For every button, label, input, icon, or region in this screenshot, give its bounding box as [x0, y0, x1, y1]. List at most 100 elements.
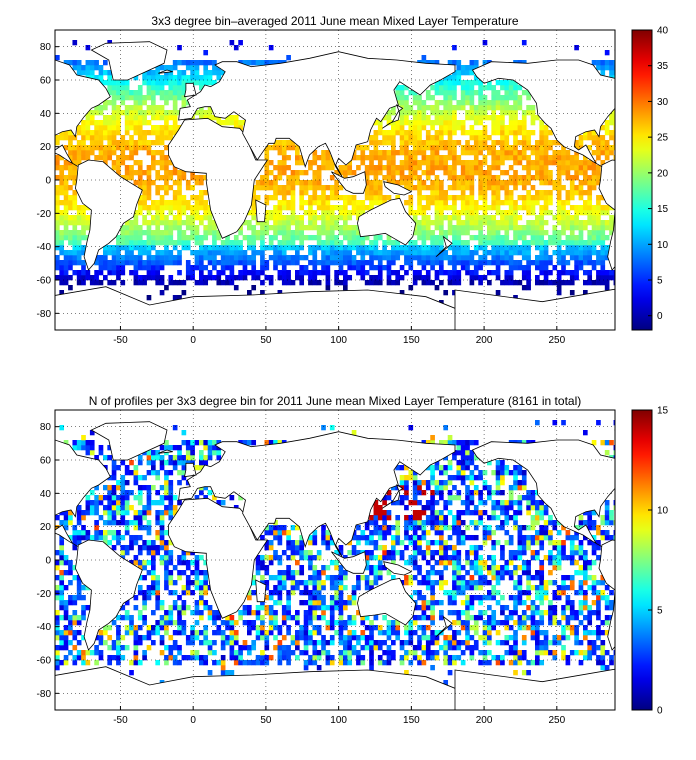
data-cell: [565, 235, 571, 241]
data-cell: [68, 595, 73, 601]
data-cell: [434, 105, 440, 111]
data-cell: [129, 175, 134, 181]
data-cell: [565, 270, 571, 276]
data-cell: [364, 145, 370, 151]
data-cell: [447, 220, 453, 226]
data-cell: [513, 215, 518, 221]
data-cell: [133, 75, 139, 81]
data-cell: [439, 225, 444, 231]
data-cell: [85, 270, 91, 276]
data-cell: [120, 235, 126, 241]
data-cell: [273, 250, 278, 256]
data-cell: [63, 585, 69, 591]
data-cell: [286, 270, 291, 276]
data-cell: [133, 100, 139, 106]
data-cell: [412, 275, 418, 281]
data-cell: [417, 160, 422, 166]
data-cell: [377, 565, 383, 571]
data-cell: [443, 235, 449, 241]
data-cell: [526, 220, 531, 226]
data-cell: [469, 185, 475, 191]
data-cell: [382, 545, 387, 551]
data-cell: [172, 425, 178, 431]
data-cell: [569, 280, 575, 286]
data-cell: [343, 600, 348, 606]
data-cell: [225, 280, 230, 286]
data-cell: [129, 140, 134, 146]
data-cell: [116, 255, 121, 261]
data-cell: [565, 195, 571, 201]
data-cell: [295, 630, 300, 636]
y-tick-label: -40: [37, 242, 52, 253]
data-cell: [583, 175, 588, 181]
data-cell: [207, 445, 213, 451]
data-cell: [521, 40, 527, 46]
data-cell: [59, 560, 65, 566]
data-cell: [526, 195, 531, 201]
data-cell: [338, 265, 344, 271]
data-cell: [596, 135, 601, 141]
data-cell: [360, 145, 366, 151]
data-cell: [473, 170, 479, 176]
data-cell: [103, 530, 108, 536]
data-cell: [399, 250, 405, 256]
data-cell: [316, 170, 322, 176]
data-cell: [487, 135, 492, 141]
data-cell: [334, 225, 339, 231]
data-cell: [539, 240, 545, 246]
data-cell: [404, 560, 409, 566]
data-cell: [439, 535, 444, 541]
data-cell: [561, 255, 566, 261]
data-cell: [469, 650, 475, 656]
data-cell: [247, 440, 252, 446]
data-cell: [89, 280, 95, 286]
data-cell: [68, 230, 73, 236]
data-cell: [103, 630, 108, 636]
data-cell: [151, 205, 156, 211]
data-cell: [308, 235, 313, 241]
data-cell: [168, 455, 174, 461]
data-cell: [303, 610, 309, 616]
data-cell: [473, 135, 479, 141]
data-cell: [487, 170, 492, 176]
data-cell: [473, 640, 479, 646]
data-cell: [556, 210, 562, 216]
data-cell: [273, 440, 278, 446]
data-cell: [583, 220, 588, 226]
data-cell: [408, 470, 414, 476]
data-cell: [59, 170, 65, 176]
data-cell: [124, 140, 130, 146]
data-cell: [609, 65, 614, 71]
data-cell: [421, 140, 427, 146]
data-cell: [343, 205, 348, 211]
data-cell: [583, 290, 588, 296]
data-cell: [151, 585, 156, 591]
data-cell: [260, 630, 265, 636]
data-cell: [412, 510, 418, 516]
data-cell: [133, 255, 139, 261]
data-cell: [395, 525, 401, 531]
data-cell: [251, 270, 257, 276]
data-cell: [168, 160, 174, 166]
data-cell: [190, 440, 195, 446]
data-cell: [155, 110, 161, 116]
data-cell: [277, 630, 283, 636]
data-cell: [521, 155, 527, 161]
data-cell: [247, 590, 252, 596]
data-cell: [513, 240, 518, 246]
data-cell: [72, 270, 78, 276]
data-cell: [356, 585, 361, 591]
data-cell: [146, 270, 152, 276]
data-cell: [207, 605, 213, 611]
data-cell: [59, 230, 65, 236]
data-cell: [55, 175, 60, 181]
data-cell: [286, 555, 291, 561]
data-cell: [133, 630, 139, 636]
data-cell: [251, 250, 257, 256]
data-cell: [59, 540, 65, 546]
x-tick-label: -50: [113, 335, 128, 346]
data-cell: [281, 580, 287, 586]
data-cell: [225, 240, 230, 246]
data-cell: [120, 100, 126, 106]
data-cell: [133, 115, 139, 121]
